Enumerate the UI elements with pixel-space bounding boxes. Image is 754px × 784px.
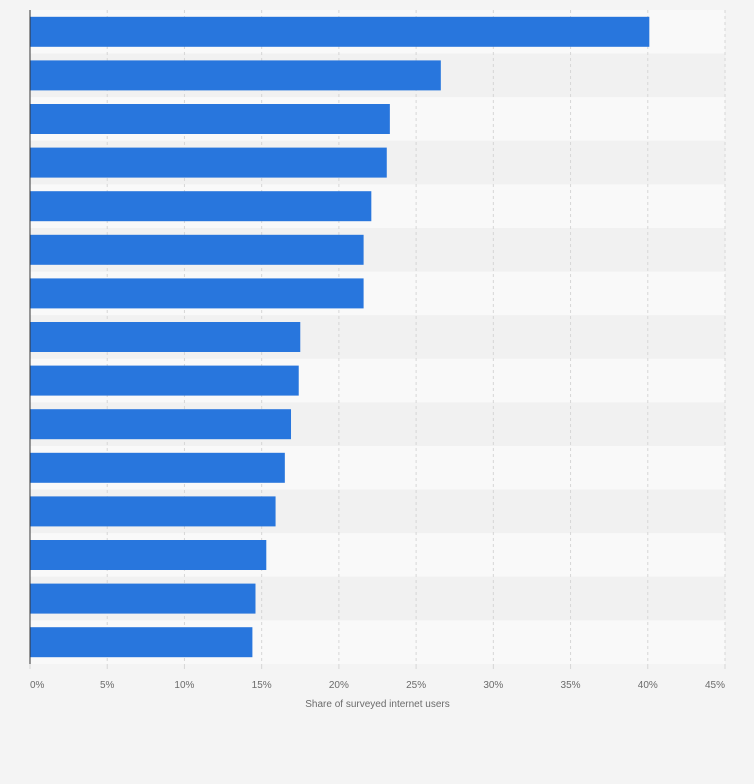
x-tick-label: 20%: [329, 680, 349, 691]
x-axis-ticks: 0% 5% 10% 15% 20% 25% 30% 35% 40% 45%: [29, 664, 726, 691]
bar[interactable]: [30, 147, 387, 178]
x-tick-label: 15%: [252, 680, 272, 691]
bar[interactable]: [30, 60, 441, 91]
x-tick-label: 30%: [483, 680, 503, 691]
x-tick-label: 40%: [638, 680, 658, 691]
bar[interactable]: [30, 16, 650, 47]
bars: [30, 16, 650, 658]
bar[interactable]: [30, 409, 292, 440]
bar[interactable]: [30, 627, 253, 658]
bar[interactable]: [30, 191, 372, 222]
bar[interactable]: [30, 540, 267, 570]
bar[interactable]: [30, 365, 299, 396]
x-tick-label: 25%: [406, 680, 426, 691]
bar[interactable]: [30, 452, 285, 483]
bar[interactable]: [30, 278, 364, 309]
bar[interactable]: [30, 322, 301, 352]
bar[interactable]: [30, 104, 390, 134]
bar[interactable]: [30, 583, 256, 614]
x-tick-label: 35%: [561, 680, 581, 691]
x-tick-label: 5%: [100, 680, 115, 691]
x-tick-label: 10%: [174, 680, 194, 691]
x-tick-label: 0%: [30, 680, 45, 691]
x-tick-label: 45%: [705, 680, 725, 691]
bar[interactable]: [30, 234, 364, 265]
x-axis-title: Share of surveyed internet users: [305, 699, 450, 710]
bar[interactable]: [30, 496, 276, 527]
